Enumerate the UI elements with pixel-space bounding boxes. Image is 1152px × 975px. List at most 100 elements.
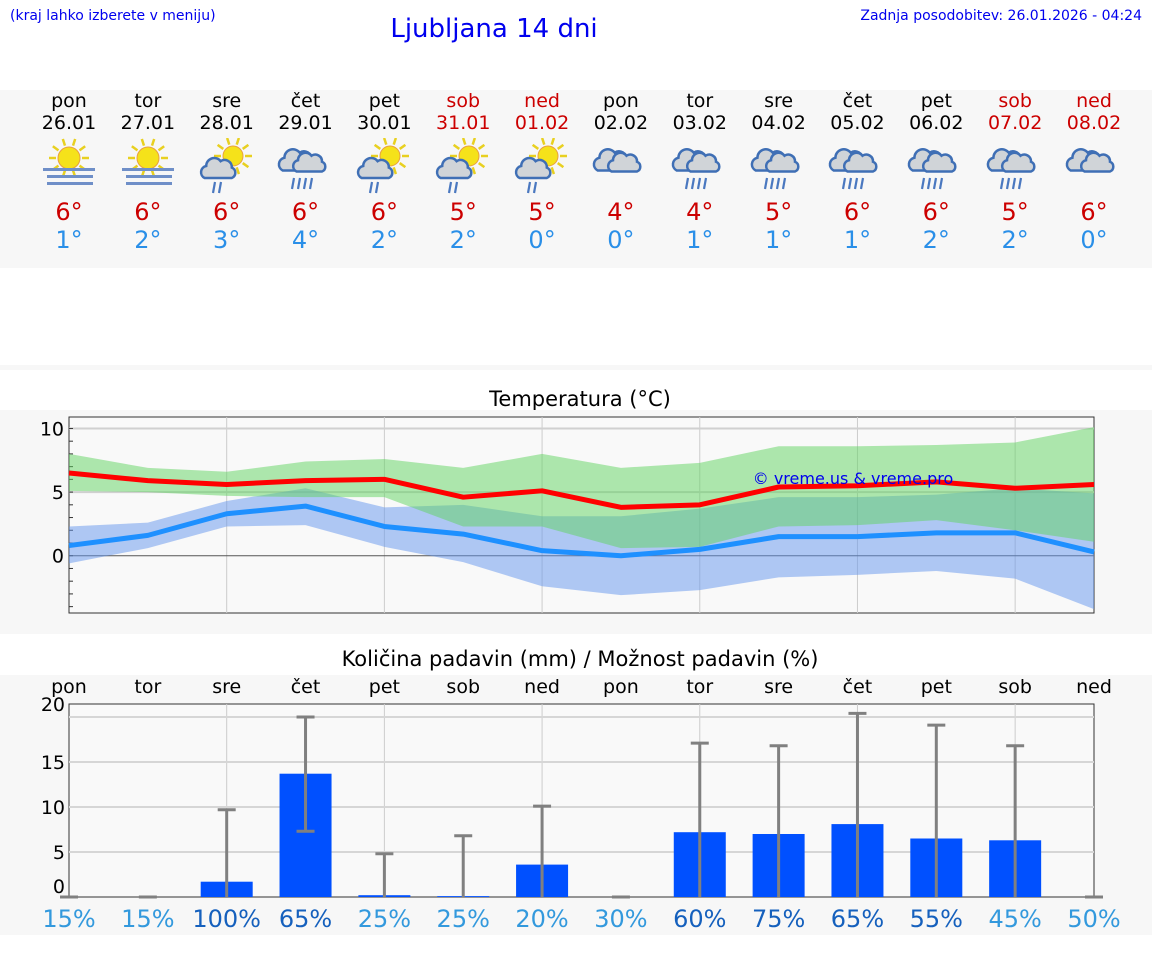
raindrop xyxy=(921,177,926,190)
sun-ray xyxy=(531,143,540,150)
raindrop xyxy=(684,177,689,190)
daily-forecast-panel: pon 26.01 6° 1° tor 27.01 6° 2° sre 28.01 6° 3° čet 2… xyxy=(0,90,1152,268)
day-date: 07.02 xyxy=(987,112,1043,134)
day-name: čet xyxy=(290,90,321,112)
sun-ray xyxy=(150,138,156,147)
day-column[interactable]: sre 04.02 5° 1° xyxy=(740,90,818,254)
y-tick-label: 0 xyxy=(52,546,64,568)
day-column[interactable]: sob 07.02 5° 2° xyxy=(976,90,1054,254)
day-column[interactable]: sob 31.01 5° 2° xyxy=(424,90,502,254)
precipitation-probability: 45% xyxy=(988,905,1041,933)
cloud-heavy-rain-icon xyxy=(750,148,800,190)
y-tick-label: 0 xyxy=(53,876,65,898)
y-tick-label: 20 xyxy=(41,694,65,716)
cloud xyxy=(764,151,800,173)
day-label: sre xyxy=(212,676,241,698)
precipitation-probability: 30% xyxy=(594,905,647,933)
sun-ray xyxy=(216,143,224,150)
temp-min: 0° xyxy=(607,226,635,254)
temp-min: 2° xyxy=(449,226,477,254)
temp-max: 5° xyxy=(764,198,793,226)
y-tick-label: 15 xyxy=(41,752,65,774)
day-date: 03.02 xyxy=(672,112,727,134)
sun-ray xyxy=(471,138,477,145)
precipitation-panel: 0 5 10 15 20 pon 15% tor 15% sre 100% čet 65% pet 25% s… xyxy=(0,675,1152,935)
day-name: tor xyxy=(686,90,714,112)
sun xyxy=(57,146,81,170)
day-column[interactable]: tor 03.02 4° 1° xyxy=(661,90,739,254)
cloud xyxy=(843,151,878,173)
day-label: sob xyxy=(446,676,480,698)
day-column[interactable]: sre 28.01 6° 3° xyxy=(188,90,266,254)
precipitation-probability: 55% xyxy=(910,905,963,933)
divider xyxy=(0,365,1152,370)
day-date: 29.01 xyxy=(278,112,333,134)
sun-cloud-rain-icon xyxy=(357,138,410,194)
fog-line xyxy=(125,182,172,185)
sun-ray xyxy=(399,143,407,150)
raindrop xyxy=(848,177,853,190)
sun-ray xyxy=(61,138,67,147)
temp-max: 6° xyxy=(291,198,320,226)
cloud xyxy=(436,156,473,180)
day-name: sob xyxy=(998,90,1032,112)
fog-line xyxy=(47,182,93,185)
raindrop xyxy=(860,177,865,190)
temp-min: 2° xyxy=(1001,226,1029,254)
location-hint[interactable]: (kraj lahko izberete v meniju) xyxy=(10,8,216,24)
day-name: čet xyxy=(842,90,873,112)
day-date: 06.02 xyxy=(909,112,964,134)
y-tick-label: 5 xyxy=(52,482,64,504)
sun-ray xyxy=(235,138,240,145)
raindrop xyxy=(854,177,859,190)
cloudy-icon xyxy=(1065,148,1115,173)
raindrop xyxy=(526,181,532,194)
temp-max: 6° xyxy=(922,198,950,226)
day-date: 01.02 xyxy=(514,112,570,134)
raindrop xyxy=(1006,177,1011,190)
day-label: ned xyxy=(524,676,560,698)
raindrop xyxy=(1018,177,1023,190)
y-tick-label: 5 xyxy=(53,842,65,864)
temp-min: 4° xyxy=(291,226,320,254)
day-column[interactable]: tor 27.01 6° 2° xyxy=(109,90,187,254)
sun-ray xyxy=(78,145,86,152)
raindrop xyxy=(211,181,216,194)
temp-max: 6° xyxy=(134,198,162,226)
day-name: tor xyxy=(134,90,162,112)
temperature-title: Temperatura (°C) xyxy=(489,387,671,411)
day-name: pet xyxy=(368,90,400,112)
cloud-heavy-rain-icon xyxy=(671,148,721,190)
cloud xyxy=(199,156,237,180)
day-date: 08.02 xyxy=(1066,112,1122,134)
day-label: čet xyxy=(843,676,873,698)
day-column[interactable]: ned 08.02 6° 0° xyxy=(1055,90,1133,254)
day-date: 05.02 xyxy=(830,112,885,134)
precipitation-probability: 100% xyxy=(192,905,261,933)
day-column[interactable]: pet 06.02 6° 2° xyxy=(897,90,975,254)
day-column[interactable]: ned 01.02 5° 0° xyxy=(503,90,581,254)
raindrop xyxy=(781,177,786,190)
precipitation-probability: 65% xyxy=(831,905,884,933)
fog-line xyxy=(47,175,93,178)
precipitation-probability: 25% xyxy=(437,905,490,933)
raindrop xyxy=(690,177,695,190)
day-column[interactable]: čet 29.01 6° 4° xyxy=(267,90,345,254)
temp-max: 6° xyxy=(213,198,241,226)
temp-min: 1° xyxy=(764,226,793,254)
cloud-heavy-rain-icon xyxy=(986,148,1036,190)
sun-ray xyxy=(453,143,461,150)
cloud xyxy=(606,151,642,173)
day-date: 31.01 xyxy=(436,112,491,134)
sun-ray xyxy=(374,143,382,150)
raindrop xyxy=(217,181,222,194)
day-column[interactable]: čet 05.02 6° 1° xyxy=(818,90,896,254)
day-label: čet xyxy=(291,676,321,698)
day-column[interactable]: pon 26.01 6° 1° xyxy=(30,90,108,254)
temp-max: 4° xyxy=(607,198,635,226)
raindrop xyxy=(296,177,301,190)
raindrop xyxy=(302,177,307,190)
day-column[interactable]: pon 02.02 4° 0° xyxy=(582,90,660,254)
day-column[interactable]: pet 30.01 6° 2° xyxy=(345,90,423,254)
raindrop xyxy=(532,181,538,194)
